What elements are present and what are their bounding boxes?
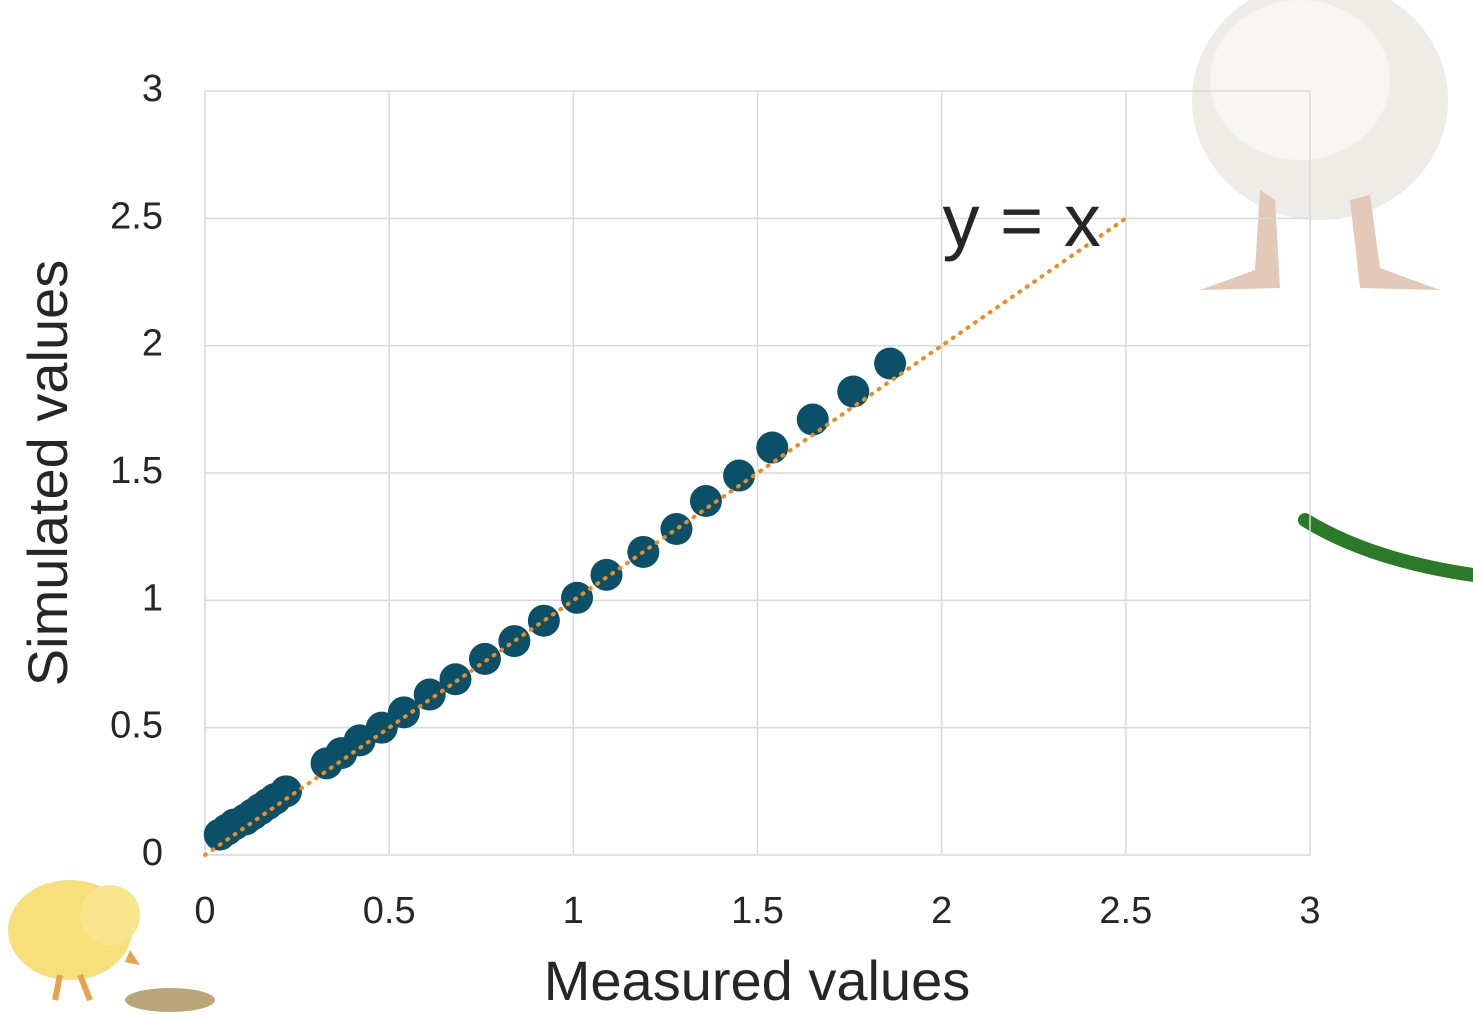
x-tick-label: 1 [563,890,584,932]
data-point [689,485,722,518]
data-point [590,558,623,591]
reference-label: y = x [942,179,1100,262]
data-point [796,403,829,436]
data-point [439,663,472,696]
chick-image [8,880,215,1012]
y-tick-label: 0 [142,832,163,874]
data-point [468,642,501,675]
data-point [837,375,870,408]
data-point [660,513,693,546]
y-tick-label: 3 [142,68,163,110]
y-axis-title: Simulated values [16,260,79,686]
data-point [874,347,907,380]
y-tick-label: 0.5 [110,705,163,747]
y-tick-label: 2 [142,323,163,365]
marks: y = x [203,179,1128,857]
x-tick-label: 3 [1299,890,1320,932]
data-point [723,459,756,492]
reference-line [203,216,1128,857]
data-point [387,696,420,729]
y-tick-label: 1 [142,577,163,619]
green-curve [1298,513,1473,582]
hen-image [1192,0,1448,290]
data-point [270,775,303,808]
x-tick-label: 1.5 [731,890,784,932]
x-tick-label: 2 [931,890,952,932]
grid: 0 0.5 1 1.5 2 2.5 3 0 0.5 1 1.5 2 2.5 3 [110,68,1320,932]
data-point [527,604,560,637]
y-tick-label: 2.5 [110,195,163,237]
data-point [413,678,446,711]
data-point [756,431,789,464]
x-tick-label: 0.5 [363,890,416,932]
x-axis-title: Measured values [544,949,970,1012]
x-tick-label: 2.5 [1099,890,1152,932]
x-tick-label: 0 [194,890,215,932]
y-tick-label: 1.5 [110,450,163,492]
